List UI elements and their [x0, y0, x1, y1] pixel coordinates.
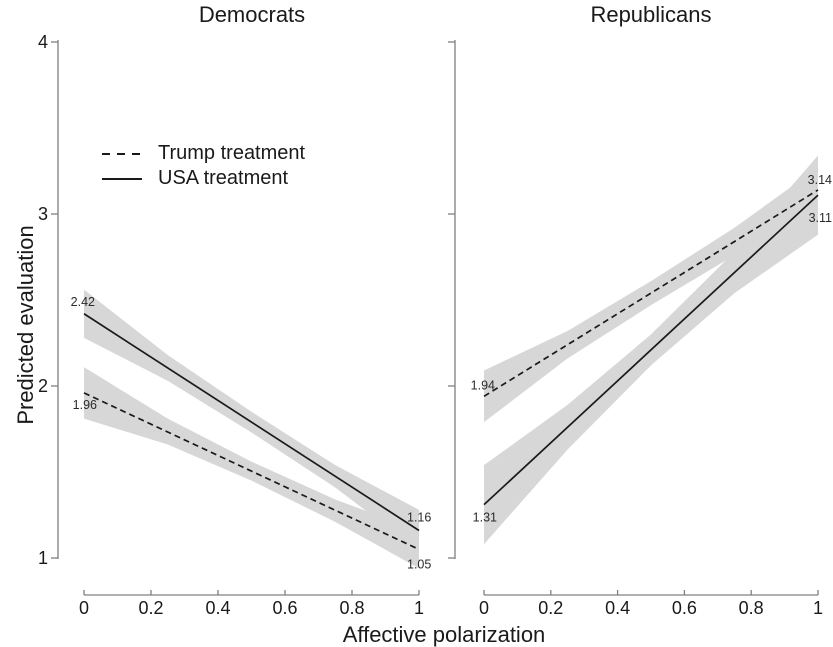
legend-item-usa-treatment: USA treatment — [102, 166, 305, 191]
x-axis-tick-label: 0.8 — [339, 598, 364, 618]
solid-line-sample — [102, 177, 142, 180]
dashed-line-sample — [102, 152, 142, 155]
x-axis-tick-label: 1 — [813, 598, 823, 618]
series-line-usa — [483, 194, 819, 506]
value-label: 1.96 — [73, 398, 97, 412]
x-axis-tick-label: 0.6 — [672, 598, 697, 618]
value-label: 3.14 — [808, 173, 832, 187]
value-label: 3.11 — [809, 211, 832, 225]
confidence-band-usa — [84, 289, 419, 552]
series-line-trump — [483, 189, 819, 398]
panel-title-democrats: Democrats — [198, 2, 306, 27]
legend-label-trump-treatment: Trump treatment — [158, 142, 306, 164]
x-axis-tick-label: 0.4 — [605, 598, 630, 618]
y-axis-tick-label: 3 — [38, 204, 48, 224]
legend-item-trump-treatment: Trump treatment — [102, 141, 305, 166]
x-axis-tick-label: 0.8 — [739, 598, 764, 618]
series-line-usa — [83, 313, 420, 532]
value-label: 1.31 — [473, 511, 497, 525]
x-axis-title: Affective polarization — [342, 622, 546, 647]
x-axis-tick-label: 0.2 — [138, 598, 163, 618]
y-axis-tick-label: 2 — [38, 376, 48, 396]
confidence-band-trump — [84, 367, 419, 569]
x-axis-tick-label: 1 — [414, 598, 424, 618]
x-axis-tick-label: 0.4 — [205, 598, 230, 618]
x-axis-tick-label: 0.6 — [272, 598, 297, 618]
legend-label-usa-treatment: USA treatment — [158, 167, 289, 189]
value-label: 1.05 — [407, 557, 431, 571]
value-label: 1.16 — [407, 510, 431, 524]
legend: Trump treatment USA treatment — [102, 141, 305, 191]
confidence-band-trump — [484, 167, 818, 423]
x-axis-tick-label: 0 — [79, 598, 89, 618]
x-axis-tick-label: 0.2 — [538, 598, 563, 618]
y-axis-tick-label: 4 — [38, 32, 48, 52]
panel-title-republicans: Republicans — [590, 2, 712, 27]
series-line-trump — [83, 392, 420, 551]
value-label: 1.94 — [471, 378, 495, 392]
x-axis-tick-label: 0 — [479, 598, 489, 618]
value-label: 2.42 — [71, 295, 95, 309]
y-axis-tick-label: 1 — [38, 548, 48, 568]
